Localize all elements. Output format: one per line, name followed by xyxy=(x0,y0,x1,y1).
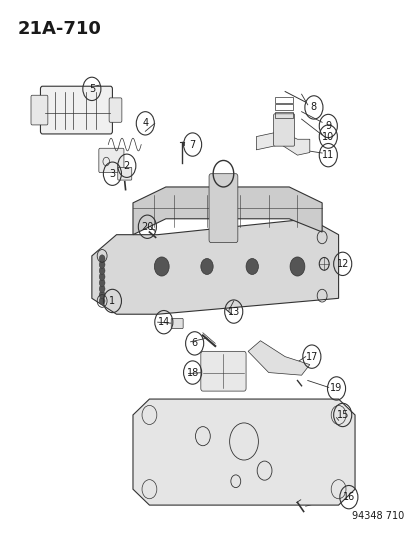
Text: 19: 19 xyxy=(330,383,342,393)
Circle shape xyxy=(245,259,258,274)
FancyBboxPatch shape xyxy=(99,148,123,173)
Text: 1: 1 xyxy=(109,296,115,306)
FancyBboxPatch shape xyxy=(117,167,131,180)
FancyBboxPatch shape xyxy=(171,318,183,328)
FancyBboxPatch shape xyxy=(40,86,112,134)
Polygon shape xyxy=(133,399,354,505)
FancyBboxPatch shape xyxy=(109,98,121,122)
Polygon shape xyxy=(133,187,321,235)
Text: 94348 710: 94348 710 xyxy=(351,511,404,521)
Text: 20: 20 xyxy=(141,222,153,232)
FancyBboxPatch shape xyxy=(273,114,294,146)
Text: 14: 14 xyxy=(157,317,169,327)
Text: 8: 8 xyxy=(310,102,316,112)
Text: 6: 6 xyxy=(191,338,197,349)
Text: 21A-710: 21A-710 xyxy=(18,20,102,38)
Text: 16: 16 xyxy=(342,492,354,502)
Circle shape xyxy=(290,257,304,276)
Text: 2: 2 xyxy=(123,161,130,171)
Text: 15: 15 xyxy=(336,410,348,420)
Text: 18: 18 xyxy=(186,368,198,377)
Circle shape xyxy=(99,291,105,298)
Text: 11: 11 xyxy=(321,150,334,160)
Text: 13: 13 xyxy=(227,306,239,317)
Circle shape xyxy=(99,255,105,262)
Circle shape xyxy=(99,267,105,274)
FancyBboxPatch shape xyxy=(209,174,237,243)
Text: 5: 5 xyxy=(88,84,95,94)
Circle shape xyxy=(154,257,169,276)
Circle shape xyxy=(200,259,213,274)
Polygon shape xyxy=(92,219,338,314)
Circle shape xyxy=(99,261,105,268)
Circle shape xyxy=(99,285,105,293)
Polygon shape xyxy=(256,131,309,155)
Text: 17: 17 xyxy=(305,352,317,361)
FancyBboxPatch shape xyxy=(200,351,245,391)
Circle shape xyxy=(99,297,105,305)
Text: 4: 4 xyxy=(142,118,148,128)
Circle shape xyxy=(99,273,105,280)
FancyBboxPatch shape xyxy=(31,95,48,125)
Circle shape xyxy=(99,279,105,287)
Text: 12: 12 xyxy=(336,259,348,269)
Text: 7: 7 xyxy=(189,140,195,150)
Text: 10: 10 xyxy=(321,132,334,142)
Text: 3: 3 xyxy=(109,169,115,179)
Text: 9: 9 xyxy=(325,121,330,131)
Polygon shape xyxy=(247,341,309,375)
